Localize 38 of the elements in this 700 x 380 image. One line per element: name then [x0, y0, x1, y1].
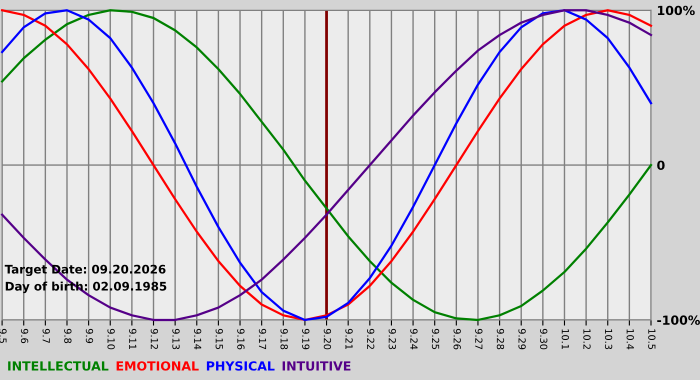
x-tick-label: 9.15: [216, 328, 223, 350]
x-tick-label: 9.11: [129, 328, 136, 350]
x-tick-label: 10.1: [562, 329, 570, 350]
x-tick-label: 9.29: [518, 328, 526, 350]
x-tick-label: 10.2: [583, 329, 591, 349]
text: INTUITIVE: [282, 361, 350, 371]
x-tick-label: 9.7: [42, 328, 50, 343]
x-tick-label: 9.21: [345, 328, 353, 350]
text: INTELLECTUAL: [8, 361, 108, 371]
x-tick-label: 9.20: [324, 328, 332, 350]
x-tick-label: 9.14: [194, 328, 202, 350]
x-tick-label: 9.10: [107, 328, 115, 350]
x-tick-label: 10.3: [604, 329, 612, 350]
x-tick-label: 9.13: [172, 328, 180, 350]
y-tick-label: -100%: [657, 315, 700, 325]
x-tick-label: 10.4: [626, 329, 634, 350]
x-tick-label: 9.6: [20, 328, 28, 344]
x-tick-label: 9.18: [280, 328, 288, 350]
x-tick-label: 9.26: [454, 328, 461, 350]
line-series: [0, 9, 652, 322]
x-tick-label: 9.9: [86, 328, 94, 344]
x-tick-label: 9.12: [150, 328, 158, 349]
x-tick-label: 9.24: [410, 328, 418, 350]
x-tick-label: 9.28: [496, 328, 504, 350]
x-tick-label: 9.22: [366, 328, 374, 349]
x-tick-label: 9.19: [302, 328, 310, 350]
y-tick-label: 0: [657, 160, 665, 170]
x-tick-label: 9.27: [475, 328, 482, 350]
x-tick-label: 9.8: [64, 328, 72, 344]
x-tick-label: 10.5: [648, 329, 656, 350]
x-tick-label: 9.17: [258, 328, 266, 350]
text: EMOTIONAL: [116, 361, 199, 371]
x-tick-label: 9.23: [388, 328, 396, 350]
text: PHYSICAL: [206, 361, 275, 371]
y-tick-label: 100%: [658, 6, 695, 16]
x-tick-label: 9.25: [432, 328, 440, 350]
x-tick-label: 9.30: [540, 328, 548, 350]
x-tick-label: 9.16: [237, 328, 245, 350]
